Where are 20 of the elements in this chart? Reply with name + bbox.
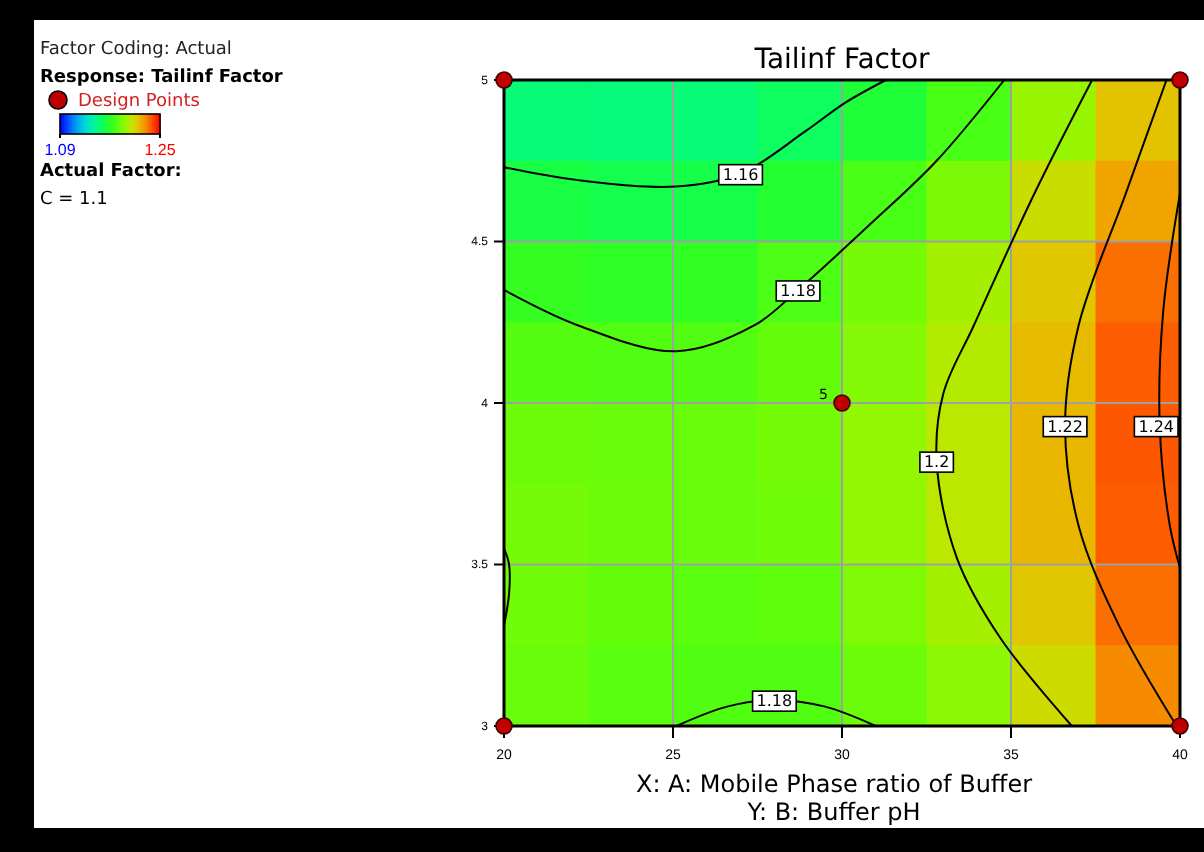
chart-title: Tailinf Factor [752,44,931,76]
legend-label: Design Points [78,92,201,112]
text: Factor Coding: Actual [40,40,232,60]
series-label: 1.22 [1047,417,1083,436]
series-label: 1.16 [722,165,759,184]
point [495,717,513,735]
series-label: 1.18 [780,281,816,300]
text: Actual Factor: [40,162,182,182]
series-label: 1.18 [756,692,793,711]
color-bar-label: 1.09 [44,141,77,160]
text: Y: B: Buffer pH [745,798,921,826]
point [833,394,851,412]
series-label: 1.24 [1138,417,1174,436]
color-bar-title: Response: Tailinf Factor [40,68,284,88]
series-label: 1.2 [923,453,950,472]
text: C = 1.1 [40,190,108,210]
x-axis-title: X: A: Mobile Phase ratio of Buffer [635,770,1033,798]
color-bar-label: 1.25 [144,141,177,160]
point [1171,71,1189,89]
point [495,71,513,89]
